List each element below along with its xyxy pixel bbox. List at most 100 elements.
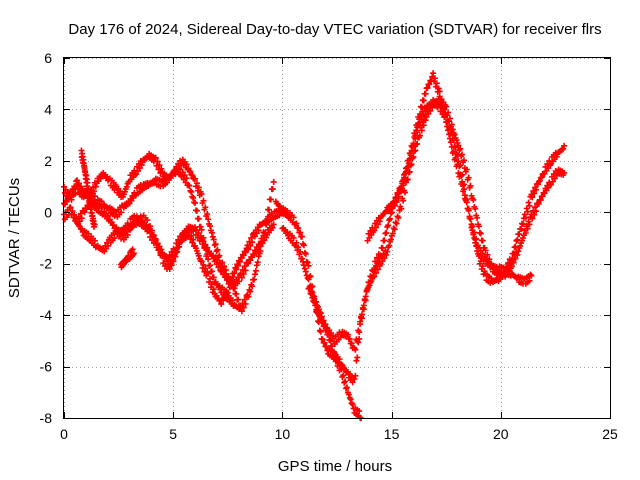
data-point xyxy=(354,337,361,344)
data-point xyxy=(340,372,347,379)
data-point xyxy=(423,113,430,120)
data-point xyxy=(137,213,144,220)
data-point xyxy=(183,175,190,182)
data-point xyxy=(327,337,334,344)
data-points xyxy=(61,70,568,422)
data-point xyxy=(440,104,447,111)
data-point xyxy=(154,158,161,165)
data-point xyxy=(454,161,461,168)
data-point xyxy=(513,237,520,244)
data-point xyxy=(439,105,446,112)
data-point xyxy=(519,221,526,228)
data-point xyxy=(299,255,306,262)
data-point xyxy=(471,229,478,236)
data-point xyxy=(325,331,332,338)
data-point xyxy=(318,313,325,320)
data-point xyxy=(422,90,429,97)
data-point xyxy=(231,270,238,277)
data-point xyxy=(104,242,111,249)
data-point xyxy=(448,143,455,150)
data-point xyxy=(92,183,99,190)
data-point xyxy=(152,154,159,161)
data-point xyxy=(381,255,388,262)
data-point xyxy=(390,225,397,232)
data-point xyxy=(518,226,525,233)
data-point xyxy=(118,209,125,216)
y-tick-label: 0 xyxy=(44,204,52,220)
data-point xyxy=(194,187,201,194)
data-point xyxy=(188,171,195,178)
data-point xyxy=(176,243,183,250)
data-point xyxy=(479,237,486,244)
data-point xyxy=(192,199,199,206)
data-point xyxy=(86,194,93,201)
data-point xyxy=(414,124,421,131)
series-arc-6 xyxy=(117,246,137,271)
data-point xyxy=(427,107,434,114)
data-point xyxy=(156,162,163,169)
data-point xyxy=(173,249,180,256)
data-point xyxy=(445,127,452,134)
data-point xyxy=(391,202,398,209)
data-point xyxy=(306,284,313,291)
series-arc-10 xyxy=(364,70,535,287)
data-point xyxy=(337,363,344,370)
data-point xyxy=(78,215,85,222)
data-point xyxy=(208,229,215,236)
series-arc-9 xyxy=(305,284,365,422)
data-point xyxy=(316,327,323,334)
data-point xyxy=(172,253,179,260)
data-point xyxy=(81,209,88,216)
data-point xyxy=(316,309,323,316)
data-point xyxy=(245,293,252,300)
data-point xyxy=(236,258,243,265)
data-point xyxy=(356,408,363,415)
data-point xyxy=(168,262,175,269)
data-point xyxy=(224,289,231,296)
data-point xyxy=(67,204,74,211)
data-point xyxy=(323,327,330,334)
data-point xyxy=(436,88,443,95)
data-point xyxy=(425,110,432,117)
data-point xyxy=(236,278,243,285)
data-point xyxy=(193,180,200,187)
data-point xyxy=(241,263,248,270)
data-point xyxy=(300,242,307,249)
data-point xyxy=(251,233,258,240)
data-point xyxy=(356,329,363,336)
data-point xyxy=(319,336,326,343)
data-point xyxy=(374,221,381,228)
data-point xyxy=(343,384,350,391)
data-point xyxy=(331,350,338,357)
data-point xyxy=(124,231,131,238)
plot-frame xyxy=(63,57,611,419)
data-point xyxy=(393,220,400,227)
data-point xyxy=(147,223,154,230)
data-point xyxy=(240,304,247,311)
data-point xyxy=(442,112,449,119)
data-point xyxy=(528,272,535,279)
data-point xyxy=(470,196,477,203)
data-point xyxy=(560,145,567,152)
data-point xyxy=(248,234,255,241)
data-point xyxy=(74,177,81,184)
data-point xyxy=(452,154,459,161)
data-point xyxy=(308,288,315,295)
data-point xyxy=(561,142,568,149)
x-tick-label: 15 xyxy=(384,426,400,442)
data-point xyxy=(416,111,423,118)
data-point xyxy=(235,262,242,269)
data-point xyxy=(526,202,533,209)
data-point xyxy=(443,103,450,110)
data-point xyxy=(98,204,105,211)
data-point xyxy=(342,378,349,385)
data-point xyxy=(230,274,237,281)
data-point xyxy=(343,385,350,392)
data-point xyxy=(190,236,197,243)
data-point xyxy=(531,190,538,197)
data-point xyxy=(293,220,300,227)
data-point xyxy=(473,235,480,242)
data-point xyxy=(321,322,328,329)
data-point xyxy=(91,237,98,244)
data-point xyxy=(253,230,260,237)
